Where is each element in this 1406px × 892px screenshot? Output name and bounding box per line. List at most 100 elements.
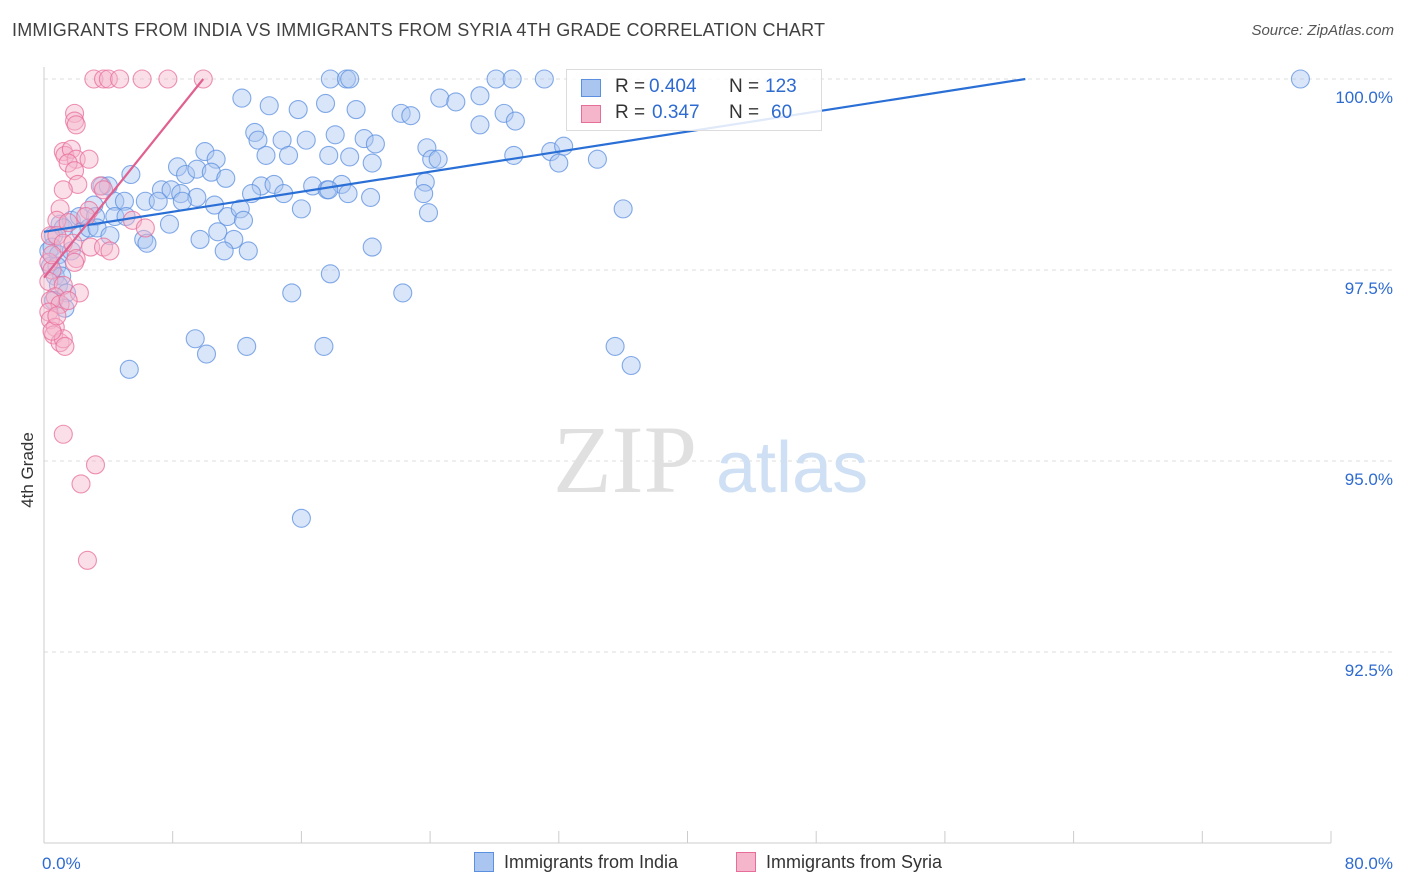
india-point bbox=[621, 355, 641, 376]
syria-point bbox=[158, 69, 178, 89]
india-point bbox=[187, 187, 207, 207]
syria-point bbox=[100, 241, 120, 261]
india-point bbox=[315, 93, 336, 113]
india-point bbox=[171, 184, 191, 204]
syria-point bbox=[55, 336, 75, 356]
legend-syria-n-label: N = bbox=[729, 102, 760, 123]
india-point bbox=[587, 149, 607, 169]
india-point bbox=[214, 241, 234, 261]
india-point bbox=[401, 106, 421, 126]
source-label: Source: ZipAtlas.com bbox=[1251, 22, 1394, 39]
syria-point bbox=[69, 283, 89, 303]
legend-row-india: R = 0.404 N = 123 bbox=[581, 76, 821, 100]
syria-point bbox=[68, 174, 88, 194]
india-point bbox=[534, 69, 554, 89]
india-point bbox=[393, 283, 413, 303]
india-point bbox=[195, 142, 215, 162]
bottom-legend-syria: Immigrants from Syria bbox=[736, 852, 942, 873]
stats-legend: R = 0.404 N = 123 R = 0.347 N = 60 bbox=[566, 69, 822, 131]
india-point bbox=[256, 145, 276, 165]
india-point bbox=[196, 344, 217, 364]
india-point bbox=[282, 283, 302, 303]
x-tick-label-min: 0.0% bbox=[42, 854, 81, 873]
india-point bbox=[613, 199, 633, 219]
syria-point bbox=[65, 252, 85, 272]
india-point bbox=[470, 86, 490, 106]
india-point bbox=[216, 168, 236, 188]
india-point bbox=[549, 153, 569, 173]
syria-point bbox=[42, 321, 62, 341]
syria-point bbox=[77, 550, 97, 570]
india-point bbox=[340, 147, 360, 167]
syria-point bbox=[53, 424, 73, 444]
legend-syria-n-value: 60 bbox=[771, 102, 793, 123]
india-point bbox=[208, 222, 228, 242]
legend-swatch-syria bbox=[581, 105, 601, 123]
india-trend-line bbox=[43, 77, 1026, 233]
syria-point bbox=[132, 69, 152, 89]
india-point bbox=[232, 88, 252, 108]
series-syria-points bbox=[39, 69, 213, 570]
syria-point bbox=[93, 69, 114, 89]
india-point bbox=[605, 336, 625, 356]
india-point bbox=[190, 229, 210, 249]
india-point bbox=[320, 69, 340, 89]
india-point bbox=[340, 69, 360, 89]
india-point bbox=[100, 226, 120, 246]
india-point bbox=[418, 203, 439, 223]
india-point bbox=[161, 180, 181, 200]
syria-point bbox=[58, 153, 78, 173]
syria-point bbox=[85, 455, 106, 475]
syria-point bbox=[84, 69, 104, 89]
india-point bbox=[230, 199, 250, 219]
india-point bbox=[470, 115, 490, 135]
india-point bbox=[338, 184, 358, 204]
india-point bbox=[417, 138, 437, 158]
india-point bbox=[291, 508, 311, 528]
india-point bbox=[288, 100, 308, 120]
syria-trend-line bbox=[43, 78, 205, 279]
y-tick-label: 92.5% bbox=[1345, 661, 1393, 680]
india-point bbox=[121, 164, 141, 185]
syria-point bbox=[93, 180, 114, 200]
y-axis-label: 4th Grade bbox=[18, 432, 37, 508]
bottom-legend-swatch-india bbox=[474, 852, 494, 872]
india-point bbox=[176, 164, 196, 185]
india-point bbox=[248, 130, 268, 150]
y-tick-label: 95.0% bbox=[1345, 470, 1393, 489]
india-point bbox=[172, 191, 192, 211]
india-point bbox=[185, 329, 205, 349]
india-point bbox=[278, 145, 299, 165]
india-point bbox=[430, 88, 450, 108]
grid bbox=[44, 78, 1392, 653]
india-point bbox=[119, 359, 139, 379]
syria-point bbox=[79, 149, 99, 169]
syria-point bbox=[98, 69, 118, 89]
india-point bbox=[148, 191, 168, 211]
watermark-zip: ZIP bbox=[553, 406, 697, 513]
india-point bbox=[325, 125, 345, 145]
india-point bbox=[319, 145, 339, 165]
trend-lines bbox=[43, 77, 1026, 279]
india-point bbox=[494, 103, 514, 123]
india-point bbox=[137, 233, 157, 253]
india-point bbox=[1290, 69, 1310, 89]
bottom-legend-india-label: Immigrants from India bbox=[504, 852, 679, 872]
india-point bbox=[159, 214, 180, 234]
india-point bbox=[446, 92, 466, 112]
legend-india-n-label: N = bbox=[729, 76, 760, 97]
india-point bbox=[422, 149, 442, 169]
india-point bbox=[354, 129, 374, 149]
india-point bbox=[414, 184, 434, 204]
syria-point bbox=[47, 306, 67, 326]
india-point bbox=[238, 241, 258, 261]
tick-labels: 92.5% 95.0% 97.5% 100.0% 0.0% 80.0% bbox=[42, 88, 1393, 873]
india-point bbox=[361, 187, 381, 207]
india-point bbox=[362, 153, 382, 173]
legend-swatch-india bbox=[581, 79, 601, 97]
india-point bbox=[346, 100, 366, 120]
x-tick-label-max: 80.0% bbox=[1345, 854, 1393, 873]
syria-point bbox=[53, 180, 73, 200]
bottom-legend-syria-label: Immigrants from Syria bbox=[766, 852, 943, 872]
